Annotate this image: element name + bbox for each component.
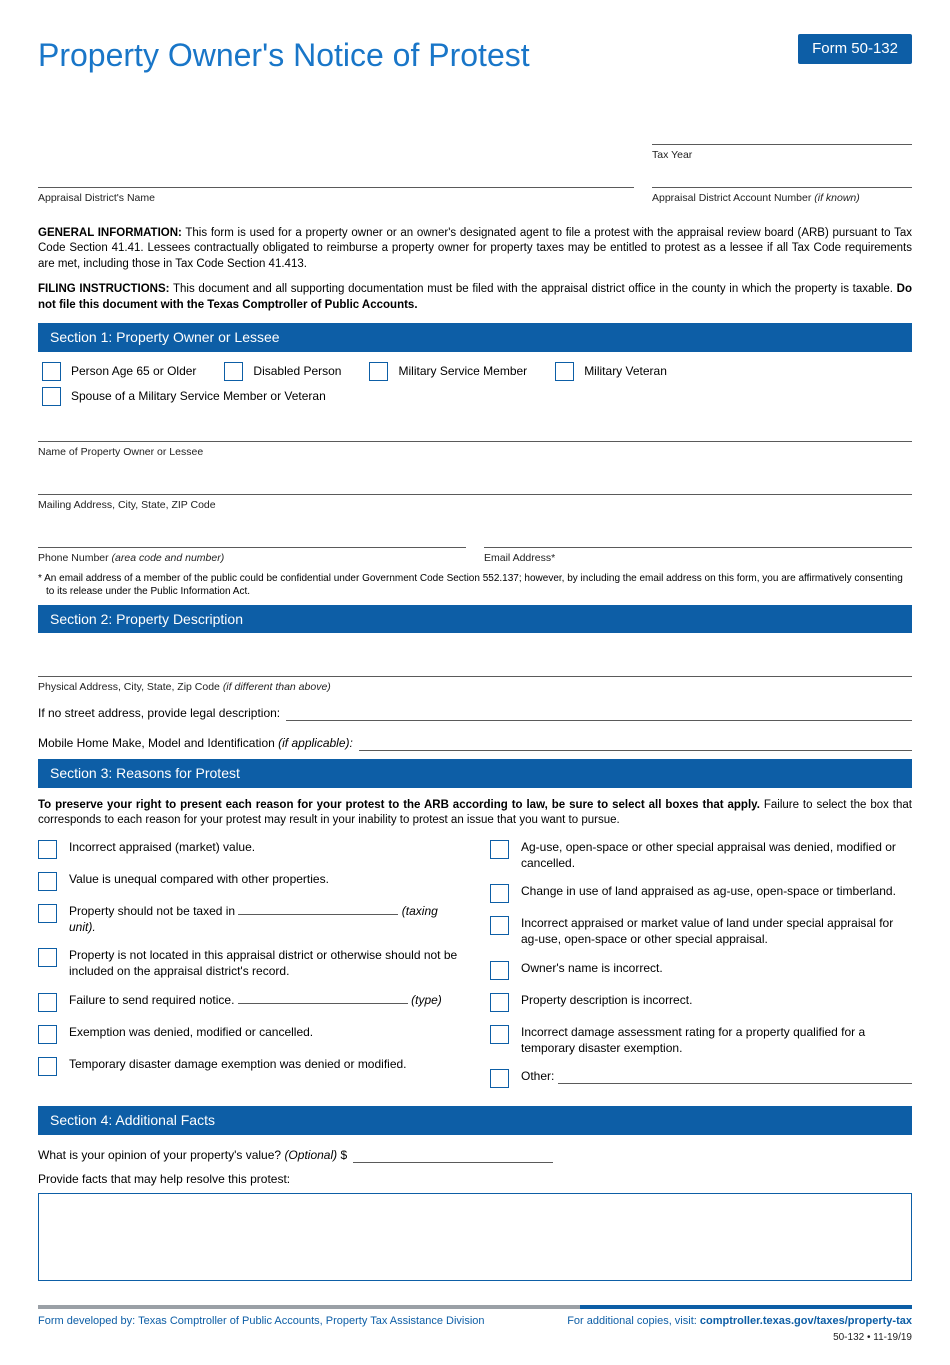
owner-name-label: Name of Property Owner or Lessee xyxy=(38,445,912,459)
notice-type-input[interactable] xyxy=(238,993,408,1004)
reason-exemption-denied[interactable]: Exemption was denied, modified or cancel… xyxy=(38,1024,460,1044)
checkbox-icon xyxy=(490,1025,509,1044)
checkbox-icon xyxy=(38,948,57,967)
checkbox-icon xyxy=(224,362,243,381)
appraisal-district-name-input[interactable] xyxy=(38,160,634,188)
reasons-left-col: Incorrect appraised (market) value. Valu… xyxy=(38,839,460,1100)
account-number-input[interactable] xyxy=(652,170,912,188)
cb-spouse-military[interactable]: Spouse of a Military Service Member or V… xyxy=(42,387,326,406)
reason-incorrect-land-value[interactable]: Incorrect appraised or market value of l… xyxy=(490,915,912,947)
reason-failure-notice[interactable]: Failure to send required notice. (type) xyxy=(38,992,460,1012)
form-page: Property Owner's Notice of Protest Form … xyxy=(0,0,950,1365)
reason-property-desc-incorrect[interactable]: Property description is incorrect. xyxy=(490,992,912,1012)
checkbox-icon xyxy=(42,387,61,406)
reason-not-in-district[interactable]: Property is not located in this appraisa… xyxy=(38,947,460,979)
phone-input[interactable] xyxy=(38,526,466,548)
phone-email-row: Phone Number (area code and number) Emai… xyxy=(38,512,912,565)
taxing-unit-input[interactable] xyxy=(238,904,398,915)
mobile-home-input[interactable] xyxy=(359,737,912,751)
footer-developed-by: Form developed by: Texas Comptroller of … xyxy=(38,1314,485,1344)
section-1-header: Section 1: Property Owner or Lessee xyxy=(38,323,912,352)
checkbox-icon xyxy=(38,904,57,923)
section-1-checkbox-row-2: Spouse of a Military Service Member or V… xyxy=(38,387,912,406)
form-title: Property Owner's Notice of Protest xyxy=(38,34,530,77)
footer-form-revision: 50-132 • 11-19/19 xyxy=(567,1331,912,1345)
reason-should-not-be-taxed[interactable]: Property should not be taxed in (taxing … xyxy=(38,903,460,935)
legal-description-label: If no street address, provide legal desc… xyxy=(38,705,280,721)
phone-label: Phone Number (area code and number) xyxy=(38,551,466,565)
checkbox-icon xyxy=(38,840,57,859)
appraisal-district-name-label: Appraisal District's Name xyxy=(38,191,634,205)
checkbox-icon xyxy=(38,993,57,1012)
section-1-checkbox-row-1: Person Age 65 or Older Disabled Person M… xyxy=(38,362,912,381)
tax-year-label: Tax Year xyxy=(652,148,912,162)
reason-incorrect-damage-rating[interactable]: Incorrect damage assessment rating for a… xyxy=(490,1024,912,1056)
footer-row: Form developed by: Texas Comptroller of … xyxy=(38,1314,912,1344)
checkbox-icon xyxy=(490,840,509,859)
section-3-header: Section 3: Reasons for Protest xyxy=(38,759,912,788)
physical-address-label: Physical Address, City, State, Zip Code … xyxy=(38,680,912,694)
reason-owner-name-incorrect[interactable]: Owner's name is incorrect. xyxy=(490,960,912,980)
opinion-value-input[interactable] xyxy=(353,1149,553,1163)
checkbox-icon xyxy=(490,993,509,1012)
form-number-badge: Form 50-132 xyxy=(798,34,912,64)
opinion-value-label: What is your opinion of your property's … xyxy=(38,1147,347,1163)
checkbox-icon xyxy=(42,362,61,381)
provide-facts-label: Provide facts that may help resolve this… xyxy=(38,1171,912,1187)
cb-disabled[interactable]: Disabled Person xyxy=(224,362,341,381)
footer-url: comptroller.texas.gov/taxes/property-tax xyxy=(700,1315,912,1327)
reason-incorrect-value[interactable]: Incorrect appraised (market) value. xyxy=(38,839,460,859)
mailing-address-label: Mailing Address, City, State, ZIP Code xyxy=(38,498,912,512)
checkbox-icon xyxy=(38,872,57,891)
filing-instructions-para: FILING INSTRUCTIONS: This document and a… xyxy=(38,282,912,313)
email-input[interactable] xyxy=(484,526,912,548)
checkbox-icon xyxy=(555,362,574,381)
checkbox-icon xyxy=(490,961,509,980)
legal-description-row: If no street address, provide legal desc… xyxy=(38,705,912,721)
checkbox-icon xyxy=(38,1057,57,1076)
top-fields: Appraisal District's Name Tax Year Appra… xyxy=(38,117,912,205)
general-info-para: GENERAL INFORMATION: This form is used f… xyxy=(38,226,912,273)
email-label: Email Address* xyxy=(484,551,912,565)
cb-age-65[interactable]: Person Age 65 or Older xyxy=(42,362,196,381)
email-footnote: * An email address of a member of the pu… xyxy=(38,572,912,599)
reasons-columns: Incorrect appraised (market) value. Valu… xyxy=(38,839,912,1100)
reason-disaster-exemption[interactable]: Temporary disaster damage exemption was … xyxy=(38,1056,460,1076)
physical-address-input[interactable] xyxy=(38,655,912,677)
legal-description-input[interactable] xyxy=(286,707,912,721)
cb-military-member[interactable]: Military Service Member xyxy=(369,362,527,381)
reason-change-land-use[interactable]: Change in use of land appraised as ag-us… xyxy=(490,883,912,903)
other-reason-input[interactable] xyxy=(558,1072,912,1084)
checkbox-icon xyxy=(490,916,509,935)
header-row: Property Owner's Notice of Protest Form … xyxy=(38,34,912,77)
checkbox-icon xyxy=(490,1069,509,1088)
footer-rule xyxy=(38,1305,912,1309)
footer-right: For additional copies, visit: comptrolle… xyxy=(567,1314,912,1344)
mobile-home-row: Mobile Home Make, Model and Identificati… xyxy=(38,735,912,751)
reason-other[interactable]: Other: xyxy=(490,1068,912,1088)
cb-military-veteran[interactable]: Military Veteran xyxy=(555,362,667,381)
reason-unequal-value[interactable]: Value is unequal compared with other pro… xyxy=(38,871,460,891)
account-number-label: Appraisal District Account Number (if kn… xyxy=(652,191,912,205)
section-3-intro: To preserve your right to present each r… xyxy=(38,798,912,829)
section-4-header: Section 4: Additional Facts xyxy=(38,1106,912,1135)
mailing-address-input[interactable] xyxy=(38,473,912,495)
mobile-home-label: Mobile Home Make, Model and Identificati… xyxy=(38,735,353,751)
checkbox-icon xyxy=(490,884,509,903)
section-2-header: Section 2: Property Description xyxy=(38,605,912,634)
reason-ag-use-denied[interactable]: Ag-use, open-space or other special appr… xyxy=(490,839,912,871)
reasons-right-col: Ag-use, open-space or other special appr… xyxy=(490,839,912,1100)
owner-name-input[interactable] xyxy=(38,420,912,442)
checkbox-icon xyxy=(38,1025,57,1044)
opinion-value-row: What is your opinion of your property's … xyxy=(38,1147,912,1163)
tax-year-input[interactable] xyxy=(652,117,912,145)
facts-textarea[interactable] xyxy=(38,1193,912,1281)
checkbox-icon xyxy=(369,362,388,381)
